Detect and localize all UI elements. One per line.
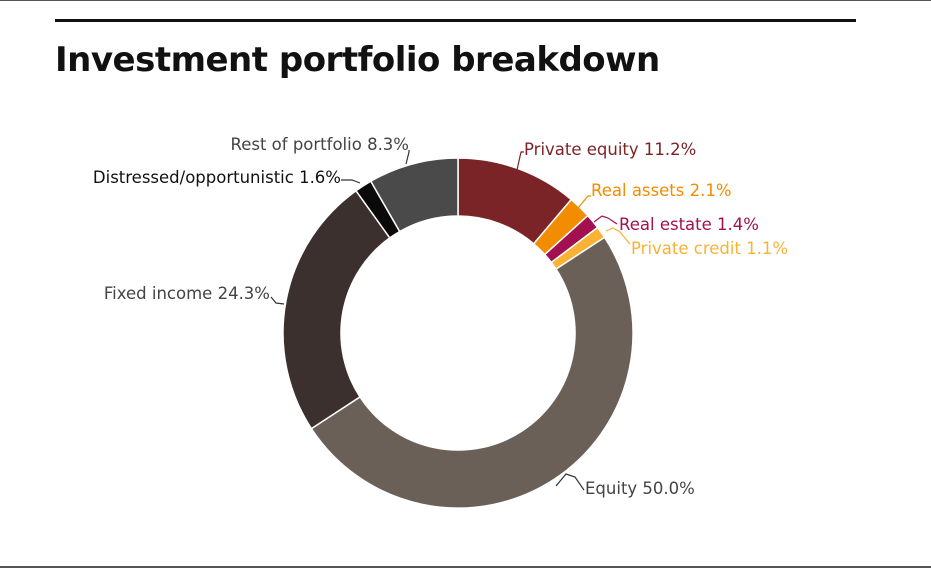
leader-line-7 — [341, 179, 361, 184]
donut-slice-5 — [310, 236, 634, 510]
frame-bottom-border — [0, 566, 931, 568]
donut-slice-6 — [282, 189, 391, 430]
slice-label-6: Fixed income 24.3% — [104, 284, 270, 303]
leader-line-2 — [577, 195, 591, 209]
title-rule — [55, 19, 856, 22]
slice-label-3: Real estate 1.4% — [619, 215, 759, 234]
leader-line-3 — [593, 215, 618, 225]
chart-title: Investment portfolio breakdown — [55, 40, 660, 80]
leader-line-8 — [405, 150, 410, 165]
slice-label-4: Private credit 1.1% — [631, 239, 788, 258]
slice-label-2: Real assets 2.1% — [591, 181, 732, 200]
leader-line-5 — [555, 473, 585, 491]
slice-label-1: Private equity 11.2% — [524, 140, 696, 159]
leader-line-6 — [270, 296, 285, 305]
leader-line-1 — [516, 151, 524, 171]
slice-label-5: Equity 50.0% — [585, 479, 695, 498]
donut-slice-8 — [369, 157, 459, 233]
leader-line-4 — [605, 227, 631, 245]
slice-label-8: Rest of portfolio 8.3% — [231, 135, 410, 154]
frame-top-border — [0, 0, 931, 1]
slice-label-7: Distressed/opportunistic 1.6% — [93, 168, 341, 187]
